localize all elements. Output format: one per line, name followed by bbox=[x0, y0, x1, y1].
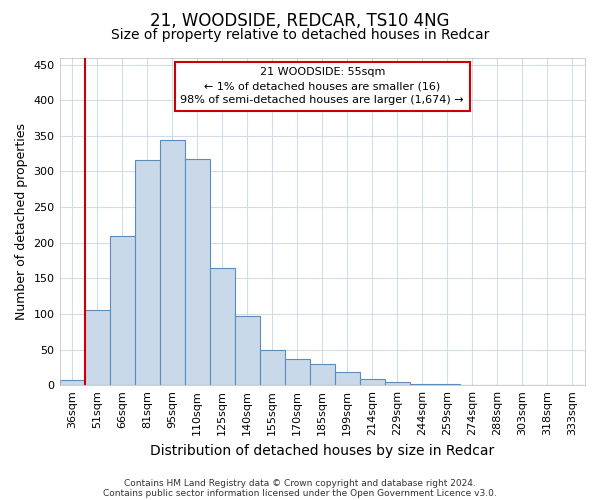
Text: Contains public sector information licensed under the Open Government Licence v3: Contains public sector information licen… bbox=[103, 488, 497, 498]
Bar bbox=[285, 359, 310, 385]
Text: Contains HM Land Registry data © Crown copyright and database right 2024.: Contains HM Land Registry data © Crown c… bbox=[124, 478, 476, 488]
Bar bbox=[410, 384, 435, 385]
Bar bbox=[260, 350, 285, 385]
Bar bbox=[110, 236, 134, 385]
Text: Size of property relative to detached houses in Redcar: Size of property relative to detached ho… bbox=[111, 28, 489, 42]
Bar bbox=[160, 140, 185, 385]
Text: 21 WOODSIDE: 55sqm
← 1% of detached houses are smaller (16)
98% of semi-detached: 21 WOODSIDE: 55sqm ← 1% of detached hous… bbox=[181, 68, 464, 106]
Bar bbox=[59, 380, 85, 385]
Bar bbox=[360, 379, 385, 385]
Bar bbox=[435, 384, 460, 385]
Bar bbox=[385, 382, 410, 385]
Bar bbox=[209, 268, 235, 385]
X-axis label: Distribution of detached houses by size in Redcar: Distribution of detached houses by size … bbox=[150, 444, 494, 458]
Bar bbox=[134, 160, 160, 385]
Bar bbox=[235, 316, 260, 385]
Bar bbox=[310, 364, 335, 385]
Bar bbox=[335, 372, 360, 385]
Bar bbox=[85, 310, 110, 385]
Bar bbox=[185, 158, 209, 385]
Text: 21, WOODSIDE, REDCAR, TS10 4NG: 21, WOODSIDE, REDCAR, TS10 4NG bbox=[150, 12, 450, 30]
Y-axis label: Number of detached properties: Number of detached properties bbox=[15, 123, 28, 320]
